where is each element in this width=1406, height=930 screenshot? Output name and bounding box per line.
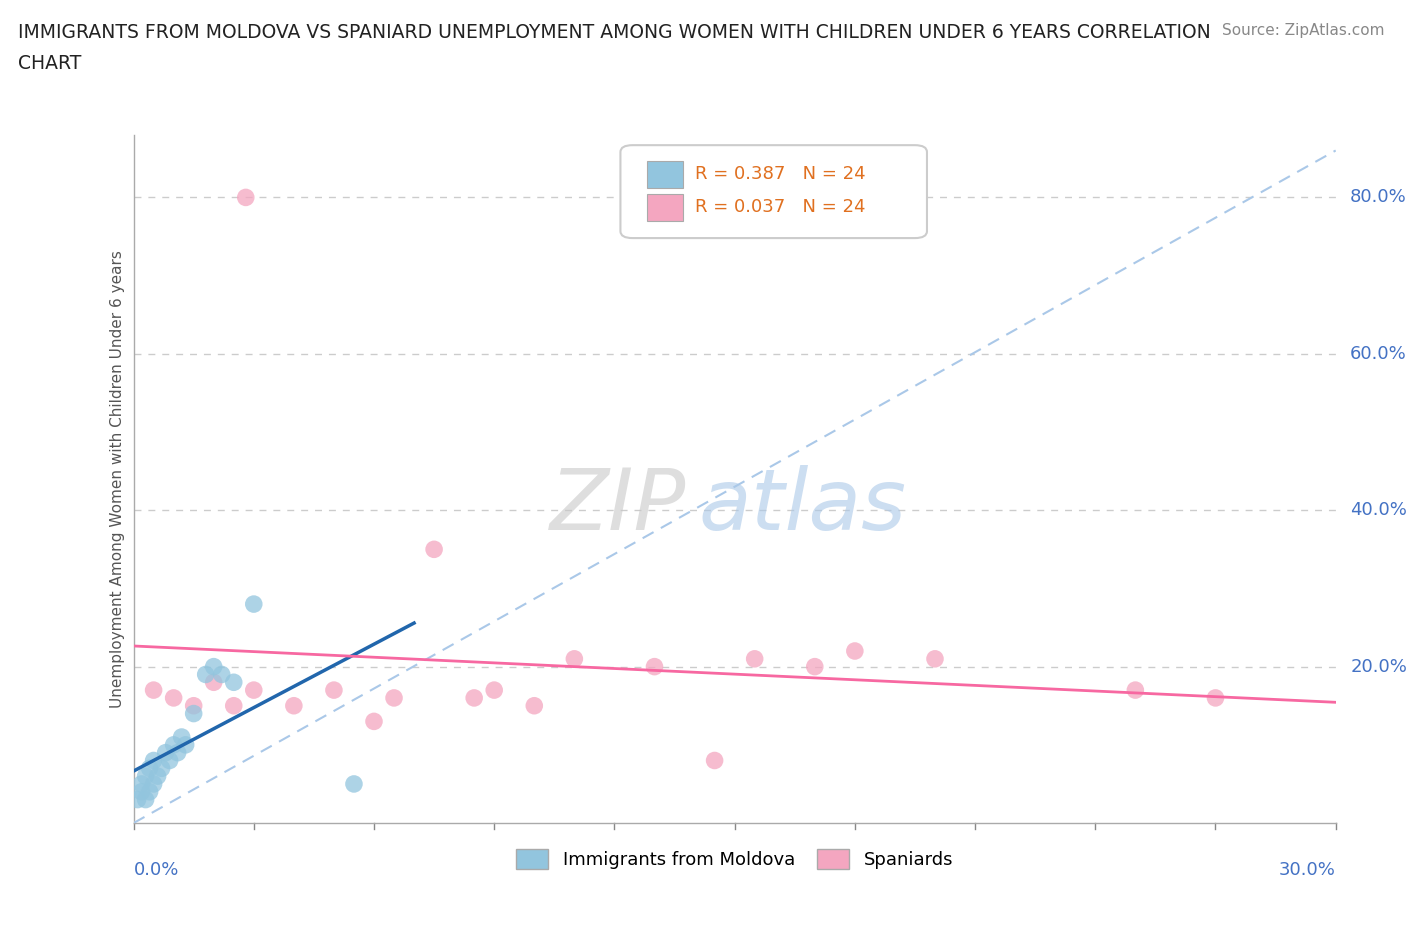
Text: R = 0.037   N = 24: R = 0.037 N = 24 bbox=[695, 198, 866, 216]
Point bbox=[174, 737, 197, 752]
Y-axis label: Unemployment Among Women with Children Under 6 years: Unemployment Among Women with Children U… bbox=[110, 250, 125, 708]
Point bbox=[323, 683, 346, 698]
Text: CHART: CHART bbox=[18, 54, 82, 73]
Text: R = 0.387   N = 24: R = 0.387 N = 24 bbox=[695, 166, 866, 183]
Bar bbox=[647, 161, 683, 188]
Text: 80.0%: 80.0% bbox=[1350, 189, 1406, 206]
Point bbox=[703, 753, 725, 768]
Text: 0.0%: 0.0% bbox=[134, 861, 179, 879]
Bar bbox=[647, 193, 683, 220]
Point bbox=[423, 542, 446, 557]
Point bbox=[222, 675, 245, 690]
Point bbox=[162, 690, 186, 705]
Point bbox=[202, 659, 225, 674]
Point bbox=[235, 190, 257, 205]
Text: 20.0%: 20.0% bbox=[1350, 658, 1406, 675]
Point bbox=[146, 769, 169, 784]
Point bbox=[142, 753, 165, 768]
Point bbox=[166, 745, 188, 760]
Point bbox=[183, 698, 205, 713]
Text: 40.0%: 40.0% bbox=[1350, 501, 1406, 519]
Point bbox=[283, 698, 305, 713]
Point bbox=[135, 769, 157, 784]
Point bbox=[142, 683, 165, 698]
Point bbox=[135, 792, 157, 807]
Point bbox=[162, 737, 186, 752]
Point bbox=[142, 777, 165, 791]
Point bbox=[155, 745, 177, 760]
Point bbox=[644, 659, 666, 674]
Point bbox=[484, 683, 506, 698]
Point bbox=[523, 698, 546, 713]
Text: ZIP: ZIP bbox=[550, 465, 686, 548]
Point bbox=[222, 698, 245, 713]
Text: IMMIGRANTS FROM MOLDOVA VS SPANIARD UNEMPLOYMENT AMONG WOMEN WITH CHILDREN UNDER: IMMIGRANTS FROM MOLDOVA VS SPANIARD UNEM… bbox=[18, 23, 1211, 42]
Point bbox=[1204, 690, 1226, 705]
Point bbox=[744, 651, 766, 666]
Point bbox=[243, 597, 266, 612]
Point bbox=[150, 761, 173, 776]
Point bbox=[170, 729, 193, 744]
Point bbox=[194, 667, 217, 682]
Point bbox=[382, 690, 405, 705]
Text: 60.0%: 60.0% bbox=[1350, 345, 1406, 363]
Point bbox=[804, 659, 827, 674]
Legend: Immigrants from Moldova, Spaniards: Immigrants from Moldova, Spaniards bbox=[509, 842, 960, 876]
Point bbox=[243, 683, 266, 698]
Point bbox=[202, 675, 225, 690]
Point bbox=[844, 644, 866, 658]
Point bbox=[463, 690, 485, 705]
FancyBboxPatch shape bbox=[620, 145, 927, 238]
Point bbox=[131, 784, 153, 799]
Point bbox=[131, 777, 153, 791]
Point bbox=[127, 792, 149, 807]
Point bbox=[138, 784, 160, 799]
Point bbox=[363, 714, 385, 729]
Point bbox=[138, 761, 160, 776]
Point bbox=[924, 651, 946, 666]
Point bbox=[564, 651, 586, 666]
Text: Source: ZipAtlas.com: Source: ZipAtlas.com bbox=[1222, 23, 1385, 38]
Text: 30.0%: 30.0% bbox=[1279, 861, 1336, 879]
Text: atlas: atlas bbox=[699, 465, 907, 548]
Point bbox=[1125, 683, 1147, 698]
Point bbox=[211, 667, 233, 682]
Point bbox=[343, 777, 366, 791]
Point bbox=[159, 753, 181, 768]
Point bbox=[183, 706, 205, 721]
